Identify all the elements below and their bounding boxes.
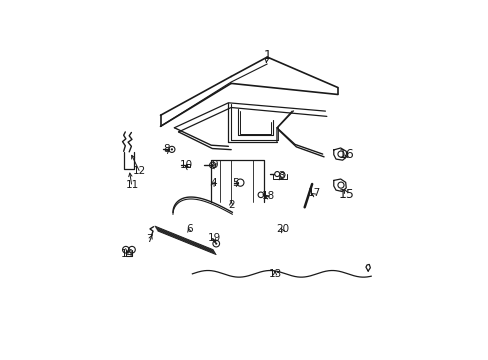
Text: 19: 19 bbox=[207, 233, 220, 243]
Text: 10: 10 bbox=[180, 160, 192, 170]
Text: 6: 6 bbox=[185, 224, 192, 234]
Text: 12: 12 bbox=[133, 166, 146, 176]
Text: 17: 17 bbox=[307, 188, 320, 198]
Bar bbox=[185, 163, 190, 167]
Text: 18: 18 bbox=[261, 191, 274, 201]
Text: 13: 13 bbox=[268, 269, 281, 279]
Text: 7: 7 bbox=[146, 234, 152, 244]
Circle shape bbox=[170, 148, 173, 150]
Circle shape bbox=[215, 243, 217, 245]
Text: 14: 14 bbox=[121, 249, 134, 259]
Text: 16: 16 bbox=[338, 148, 353, 161]
Text: 15: 15 bbox=[338, 188, 353, 201]
Text: 11: 11 bbox=[125, 180, 138, 190]
Circle shape bbox=[211, 164, 213, 166]
Text: 9: 9 bbox=[211, 160, 218, 170]
Text: 1: 1 bbox=[263, 49, 271, 62]
Text: 8: 8 bbox=[163, 144, 169, 154]
Text: 2: 2 bbox=[227, 201, 234, 210]
Text: 20: 20 bbox=[275, 224, 288, 234]
Text: 4: 4 bbox=[210, 177, 217, 188]
Text: 5: 5 bbox=[232, 177, 238, 188]
Text: 3: 3 bbox=[277, 171, 284, 181]
